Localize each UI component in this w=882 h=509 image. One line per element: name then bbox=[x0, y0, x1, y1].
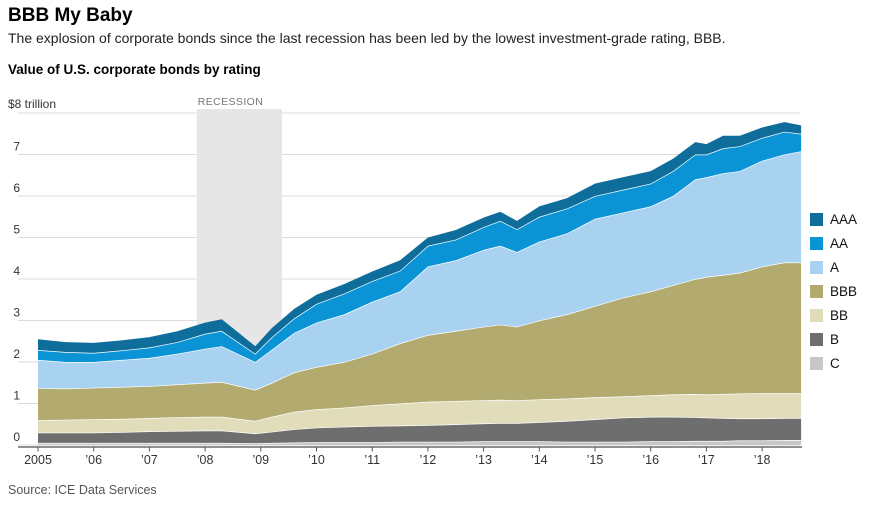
legend-swatch-B bbox=[810, 332, 823, 346]
legend-label-AA: AA bbox=[830, 235, 849, 251]
stacked-area-chart: 2005 ’06 ’07 ’08 ’09 ’10 ’11 ’12 ’13 ’14 ’15 ’16 ’17… bbox=[8, 96, 802, 467]
legend-label-B: B bbox=[830, 331, 840, 347]
area-C bbox=[38, 440, 802, 445]
legend-label-BB: BB bbox=[830, 307, 849, 323]
legend-item-AAA: AAA bbox=[810, 207, 857, 231]
y-tick-label-3: 3 bbox=[13, 306, 20, 320]
legend-swatch-BBB bbox=[810, 284, 823, 298]
legend-item-C: C bbox=[810, 351, 857, 375]
x-tick-label-2014: ’14 bbox=[531, 453, 548, 467]
y-tick-label-2: 2 bbox=[13, 347, 20, 361]
x-tick-label-2009: ’09 bbox=[252, 453, 269, 467]
chart-title: Value of U.S. corporate bonds by rating bbox=[8, 62, 261, 77]
x-tick-label-2017: ’17 bbox=[698, 453, 715, 467]
area-B bbox=[38, 416, 802, 444]
area-A bbox=[38, 151, 802, 390]
legend-swatch-AAA bbox=[810, 212, 823, 226]
legend-item-BBB: BBB bbox=[810, 279, 857, 303]
subheadline: The explosion of corporate bonds since t… bbox=[8, 30, 726, 46]
area-AA bbox=[38, 131, 802, 362]
x-tick-label-2018: ’18 bbox=[754, 453, 771, 467]
y-axis-unit-label: $8 trillion bbox=[8, 97, 56, 111]
y-tick-label-6: 6 bbox=[13, 181, 20, 195]
area-BB bbox=[38, 393, 802, 434]
legend-swatch-A bbox=[810, 260, 823, 274]
legend-item-A: A bbox=[810, 255, 857, 279]
source-line: Source: ICE Data Services bbox=[8, 483, 157, 497]
legend-swatch-AA bbox=[810, 236, 823, 250]
legend-item-BB: BB bbox=[810, 303, 857, 327]
area-AAA bbox=[38, 122, 802, 354]
chart-legend: AAA AA A BBB BB B C bbox=[810, 207, 857, 375]
x-tick-label-2006: ’06 bbox=[85, 453, 102, 467]
x-tick-label-2005: 2005 bbox=[24, 453, 52, 467]
x-tick-label-2015: ’15 bbox=[587, 453, 604, 467]
x-tick-label-2012: ’12 bbox=[420, 453, 437, 467]
x-tick-label-2016: ’16 bbox=[642, 453, 659, 467]
legend-item-AA: AA bbox=[810, 231, 857, 255]
x-tick-label-2013: ’13 bbox=[475, 453, 492, 467]
recession-label: RECESSION bbox=[198, 96, 263, 108]
legend-label-BBB: BBB bbox=[830, 283, 858, 299]
legend-label-C: C bbox=[830, 355, 840, 371]
x-tick-label-2010: ’10 bbox=[308, 453, 325, 467]
legend-swatch-BB bbox=[810, 308, 823, 322]
x-tick-label-2011: ’11 bbox=[364, 453, 380, 467]
x-tick-label-2008: ’08 bbox=[197, 453, 214, 467]
x-tick-label-2007: ’07 bbox=[141, 453, 158, 467]
legend-label-A: A bbox=[830, 259, 840, 275]
y-tick-label-7: 7 bbox=[13, 140, 20, 154]
legend-label-AAA: AAA bbox=[830, 211, 858, 227]
headline: BBB My Baby bbox=[8, 5, 133, 26]
y-tick-label-5: 5 bbox=[13, 223, 20, 237]
legend-item-B: B bbox=[810, 327, 857, 351]
y-tick-label-1: 1 bbox=[13, 389, 20, 403]
y-tick-label-4: 4 bbox=[13, 264, 20, 278]
legend-swatch-C bbox=[810, 356, 823, 370]
y-tick-label-0: 0 bbox=[13, 430, 20, 444]
